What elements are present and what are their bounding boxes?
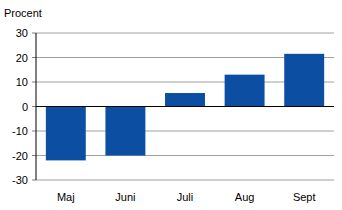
tick-label: 30	[16, 27, 28, 39]
category-label: Juli	[177, 191, 194, 203]
tick-mark	[32, 57, 36, 58]
category-label: Aug	[235, 191, 255, 203]
tick-label: -30	[12, 174, 28, 186]
tick-mark	[32, 155, 36, 156]
tick-label: 20	[16, 52, 28, 64]
bar	[225, 75, 265, 107]
tick-label: -10	[12, 125, 28, 137]
tick-mark	[32, 82, 36, 83]
tick-mark	[32, 131, 36, 132]
grid-line	[36, 106, 334, 107]
tick-label: 0	[22, 101, 28, 113]
grid-line	[36, 180, 334, 181]
bar	[46, 107, 86, 161]
category-label: Maj	[57, 191, 75, 203]
chart-container: -30 -20 -10 0 10 20 30 Procent Maj Juni Juli Aug Sep…	[0, 0, 342, 210]
bars	[46, 54, 324, 161]
tick-mark	[32, 33, 36, 34]
grid-line	[36, 33, 334, 34]
axis-label: Procent	[4, 7, 42, 19]
category-label: Sept	[293, 191, 316, 203]
chart-svg: -30 -20 -10 0 10 20 30 Procent Maj Juni Juli Aug Sep…	[0, 0, 342, 210]
tick-mark	[32, 180, 36, 181]
bar	[284, 54, 324, 107]
bar	[165, 93, 205, 106]
tick-label: 10	[16, 76, 28, 88]
bar	[105, 107, 145, 156]
tick-mark	[32, 106, 36, 107]
tick-label: -20	[12, 150, 28, 162]
category-label: Juni	[115, 191, 135, 203]
x-axis	[36, 106, 334, 107]
